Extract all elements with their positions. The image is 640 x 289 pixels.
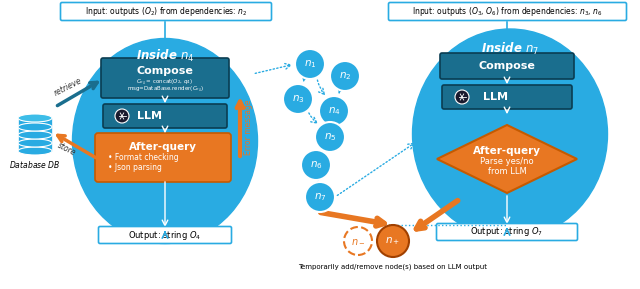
Text: $n_+$: $n_+$ <box>385 235 401 247</box>
FancyBboxPatch shape <box>103 104 227 128</box>
FancyBboxPatch shape <box>440 53 574 79</box>
Ellipse shape <box>18 139 52 147</box>
Text: from LLM: from LLM <box>488 166 526 175</box>
Text: $n_2$: $n_2$ <box>339 70 351 82</box>
Text: Inside $n_7$: Inside $n_7$ <box>481 41 539 57</box>
Circle shape <box>283 84 313 114</box>
FancyBboxPatch shape <box>442 85 572 109</box>
Text: Inside $n_4$: Inside $n_4$ <box>136 48 194 64</box>
Text: $n_4$: $n_4$ <box>328 105 340 117</box>
Text: Compose: Compose <box>136 66 193 76</box>
Ellipse shape <box>18 114 52 122</box>
FancyBboxPatch shape <box>101 58 229 98</box>
Ellipse shape <box>18 131 52 139</box>
Text: Output: string $O_4$: Output: string $O_4$ <box>129 229 202 242</box>
Text: msg=DataBase.render($C_{n_4}$): msg=DataBase.render($C_{n_4}$) <box>127 84 204 94</box>
FancyBboxPatch shape <box>95 133 231 182</box>
Text: $n_1$: $n_1$ <box>304 58 316 70</box>
Circle shape <box>377 225 409 257</box>
Circle shape <box>295 49 325 79</box>
Text: $n_7$: $n_7$ <box>314 191 326 203</box>
FancyBboxPatch shape <box>61 3 271 21</box>
Text: Input: outputs ($O_3$, $O_6$) from dependencies: $n_3$, $n_6$: Input: outputs ($O_3$, $O_6$) from depen… <box>412 5 602 18</box>
FancyBboxPatch shape <box>99 227 232 244</box>
Text: Error message: Error message <box>244 99 253 155</box>
Circle shape <box>455 90 469 104</box>
Text: • Json parsing: • Json parsing <box>108 162 162 171</box>
Text: After-query: After-query <box>473 146 541 156</box>
Text: Input: outputs ($O_2$) from dependencies: $n_2$: Input: outputs ($O_2$) from dependencies… <box>84 5 247 18</box>
Text: After-query: After-query <box>129 142 197 152</box>
Text: store: store <box>56 140 77 158</box>
Text: $n_6$: $n_6$ <box>310 159 323 171</box>
Text: Parse yes/no: Parse yes/no <box>480 158 534 166</box>
Polygon shape <box>437 125 577 193</box>
Circle shape <box>344 227 372 255</box>
Ellipse shape <box>18 123 52 131</box>
Circle shape <box>330 61 360 91</box>
FancyBboxPatch shape <box>18 118 52 151</box>
Text: Compose: Compose <box>479 61 536 71</box>
Text: • Format checking: • Format checking <box>108 153 179 162</box>
FancyBboxPatch shape <box>436 223 577 240</box>
Circle shape <box>301 150 331 180</box>
Text: LLM: LLM <box>483 92 508 102</box>
Text: retrieve: retrieve <box>52 76 83 98</box>
Circle shape <box>315 122 345 152</box>
Ellipse shape <box>413 29 607 239</box>
Text: $n_3$: $n_3$ <box>292 93 304 105</box>
Text: Temporarily add/remove node(s) based on LLM output: Temporarily add/remove node(s) based on … <box>298 264 488 270</box>
Circle shape <box>115 109 129 123</box>
Text: LLM: LLM <box>138 111 163 121</box>
Text: $n_5$: $n_5$ <box>324 131 336 143</box>
Text: Output: string $O_7$: Output: string $O_7$ <box>470 225 543 238</box>
FancyBboxPatch shape <box>388 3 627 21</box>
Text: Database $DB$: Database $DB$ <box>9 159 61 170</box>
Text: $n_-$: $n_-$ <box>351 236 365 246</box>
Ellipse shape <box>72 38 257 244</box>
Circle shape <box>319 96 349 126</box>
Ellipse shape <box>18 147 52 155</box>
Text: $C_{n_4}$ = concat($O_2$, $q_4$): $C_{n_4}$ = concat($O_2$, $q_4$) <box>136 77 193 87</box>
Circle shape <box>305 182 335 212</box>
